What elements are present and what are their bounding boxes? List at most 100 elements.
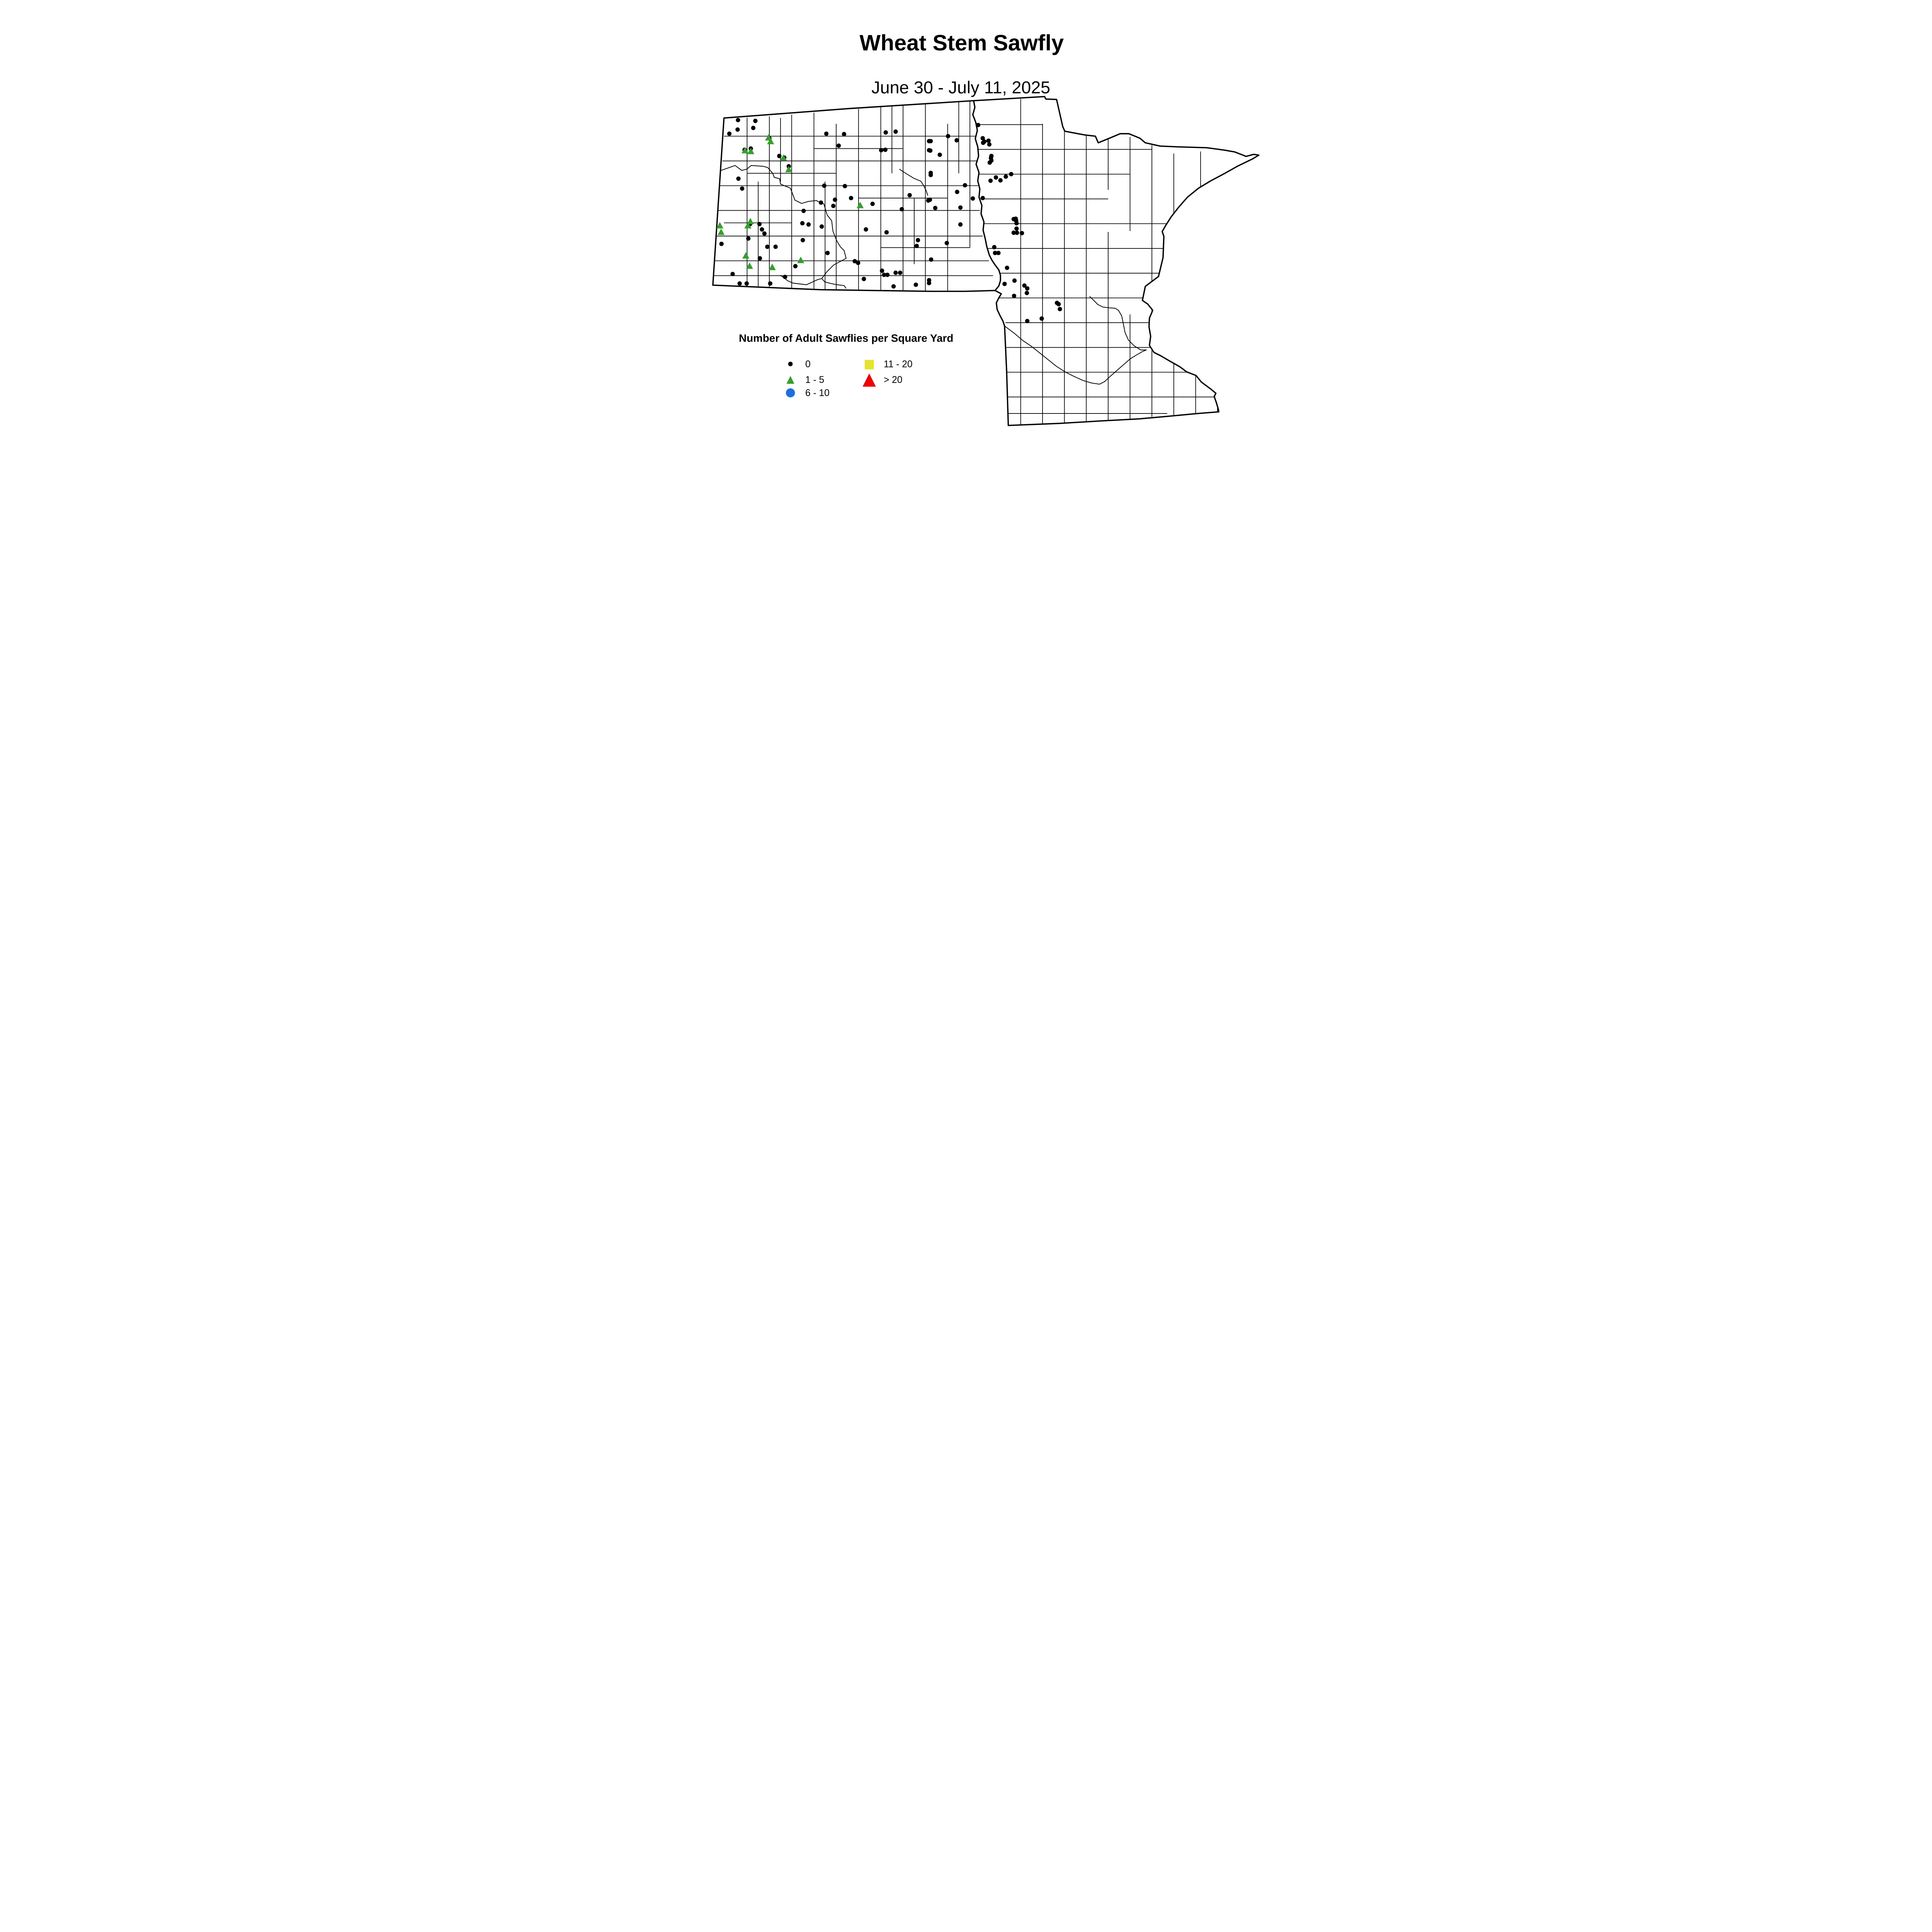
survey-point-black-dot	[1005, 265, 1009, 270]
minnesota-river	[1004, 325, 1147, 385]
survey-point-black-dot	[862, 277, 866, 281]
survey-point-black-dot	[981, 140, 985, 145]
missouri-river	[719, 165, 847, 289]
survey-point-black-dot	[753, 119, 758, 123]
survey-point-green-triangle	[746, 262, 753, 269]
survey-point-green-triangle	[747, 148, 755, 154]
survey-point-black-dot	[954, 138, 959, 143]
survey-point-green-triangle	[797, 257, 804, 263]
legend-label-gt-20: > 20	[884, 375, 902, 385]
legend-label-6-10: 6 - 10	[805, 388, 830, 398]
survey-point-black-dot	[719, 242, 724, 246]
survey-point-black-dot	[1024, 291, 1029, 295]
legend-red-triangle-icon	[862, 373, 876, 387]
survey-point-black-dot	[1025, 286, 1030, 291]
survey-point-black-dot	[864, 227, 868, 232]
survey-point-black-dot	[1014, 221, 1019, 226]
survey-point-black-dot	[1058, 307, 1062, 311]
survey-point-black-dot	[806, 222, 811, 227]
survey-point-black-dot	[852, 259, 857, 264]
legend-yellow-square-icon	[864, 360, 874, 369]
north-dakota-county-lines	[713, 101, 993, 291]
survey-point-black-dot	[893, 270, 898, 275]
survey-point-black-dot	[1020, 231, 1024, 236]
survey-point-black-dot	[736, 118, 740, 122]
survey-point-black-dot	[987, 160, 992, 165]
sawfly-survey-figure: Wheat Stem Sawfly June 30 - July 11, 202…	[647, 0, 1285, 495]
survey-point-black-dot	[1012, 278, 1017, 283]
survey-point-black-dot	[856, 260, 861, 265]
survey-point-black-dot	[765, 244, 770, 249]
survey-point-black-dot	[898, 270, 903, 275]
survey-point-black-dot	[879, 148, 884, 153]
survey-point-black-dot	[976, 122, 981, 128]
survey-point-black-dot	[955, 189, 959, 194]
legend-label-0: 0	[805, 359, 811, 369]
sheyenne-river	[899, 169, 929, 196]
survey-point-green-triangle	[785, 166, 793, 172]
survey-point-green-triangle	[856, 202, 864, 208]
survey-point-black-dot	[757, 256, 762, 261]
survey-point-black-dot	[944, 241, 949, 245]
survey-point-black-dot	[926, 198, 930, 203]
sawfly-map-canvas: Wheat Stem Sawfly June 30 - July 11, 202…	[647, 0, 1285, 495]
survey-point-green-triangle	[742, 252, 750, 259]
survey-point-black-dot	[927, 139, 932, 143]
survey-point-black-dot	[1003, 174, 1008, 179]
survey-point-black-dot	[927, 148, 932, 153]
survey-point-black-dot	[927, 281, 932, 286]
survey-point-black-dot	[822, 183, 827, 188]
survey-point-black-dot	[820, 224, 824, 229]
survey-point-green-triangle	[780, 154, 787, 161]
minnesota-outline	[973, 96, 1260, 426]
survey-point-green-triangle	[769, 264, 776, 270]
survey-point-black-dot	[836, 143, 841, 148]
survey-point-black-dot	[993, 175, 998, 180]
survey-point-black-dot	[824, 131, 829, 136]
survey-point-black-dot	[825, 250, 830, 255]
survey-point-black-dot	[800, 221, 805, 226]
survey-point-green-triangle	[716, 222, 724, 229]
survey-point-black-dot	[1025, 319, 1030, 323]
legend-blue-circle-icon	[786, 388, 795, 398]
survey-point-black-dot	[727, 131, 732, 136]
survey-point-green-triangle	[744, 222, 752, 229]
survey-point-black-dot	[842, 132, 847, 136]
survey-point-black-dot	[882, 272, 886, 277]
survey-point-black-dot	[915, 238, 920, 243]
survey-point-black-dot	[929, 173, 933, 177]
survey-point-black-dot	[1002, 282, 1007, 286]
page-title: Wheat Stem Sawfly	[859, 31, 1064, 55]
survey-point-black-dot	[986, 138, 991, 143]
survey-point-black-dot	[958, 222, 963, 227]
page-subtitle: June 30 - July 11, 2025	[871, 77, 1050, 97]
legend-green-triangle-icon	[786, 376, 794, 384]
survey-point-black-dot	[1014, 226, 1019, 231]
survey-point-black-dot	[870, 201, 875, 206]
survey-point-black-dot	[751, 126, 756, 130]
survey-point-black-dot	[760, 227, 764, 232]
survey-point-black-dot	[880, 268, 884, 273]
survey-point-black-dot	[801, 209, 806, 213]
survey-point-black-dot	[1039, 316, 1044, 321]
mississippi-river	[1089, 296, 1147, 350]
legend-black-dot-icon	[788, 362, 793, 366]
survey-point-black-dot	[998, 178, 1003, 183]
survey-point-black-dot	[970, 196, 975, 201]
survey-point-black-dot	[980, 196, 985, 201]
survey-point-black-dot	[757, 222, 762, 226]
survey-point-black-dot	[1012, 294, 1017, 298]
survey-point-black-dot	[992, 245, 997, 250]
survey-point-black-dot	[783, 274, 787, 279]
survey-point-black-dot	[913, 282, 918, 287]
survey-point-black-dot	[885, 272, 890, 277]
legend-label-11-20: 11 - 20	[884, 359, 913, 369]
survey-point-black-dot	[735, 127, 740, 132]
survey-point-black-dot	[768, 281, 772, 286]
survey-point-black-dot	[1009, 172, 1014, 177]
survey-point-black-dot	[914, 243, 919, 248]
survey-point-black-dot	[800, 238, 805, 243]
survey-point-black-dot	[891, 284, 896, 289]
minnesota-county-lines	[975, 99, 1218, 426]
survey-points-layer	[716, 118, 1062, 323]
